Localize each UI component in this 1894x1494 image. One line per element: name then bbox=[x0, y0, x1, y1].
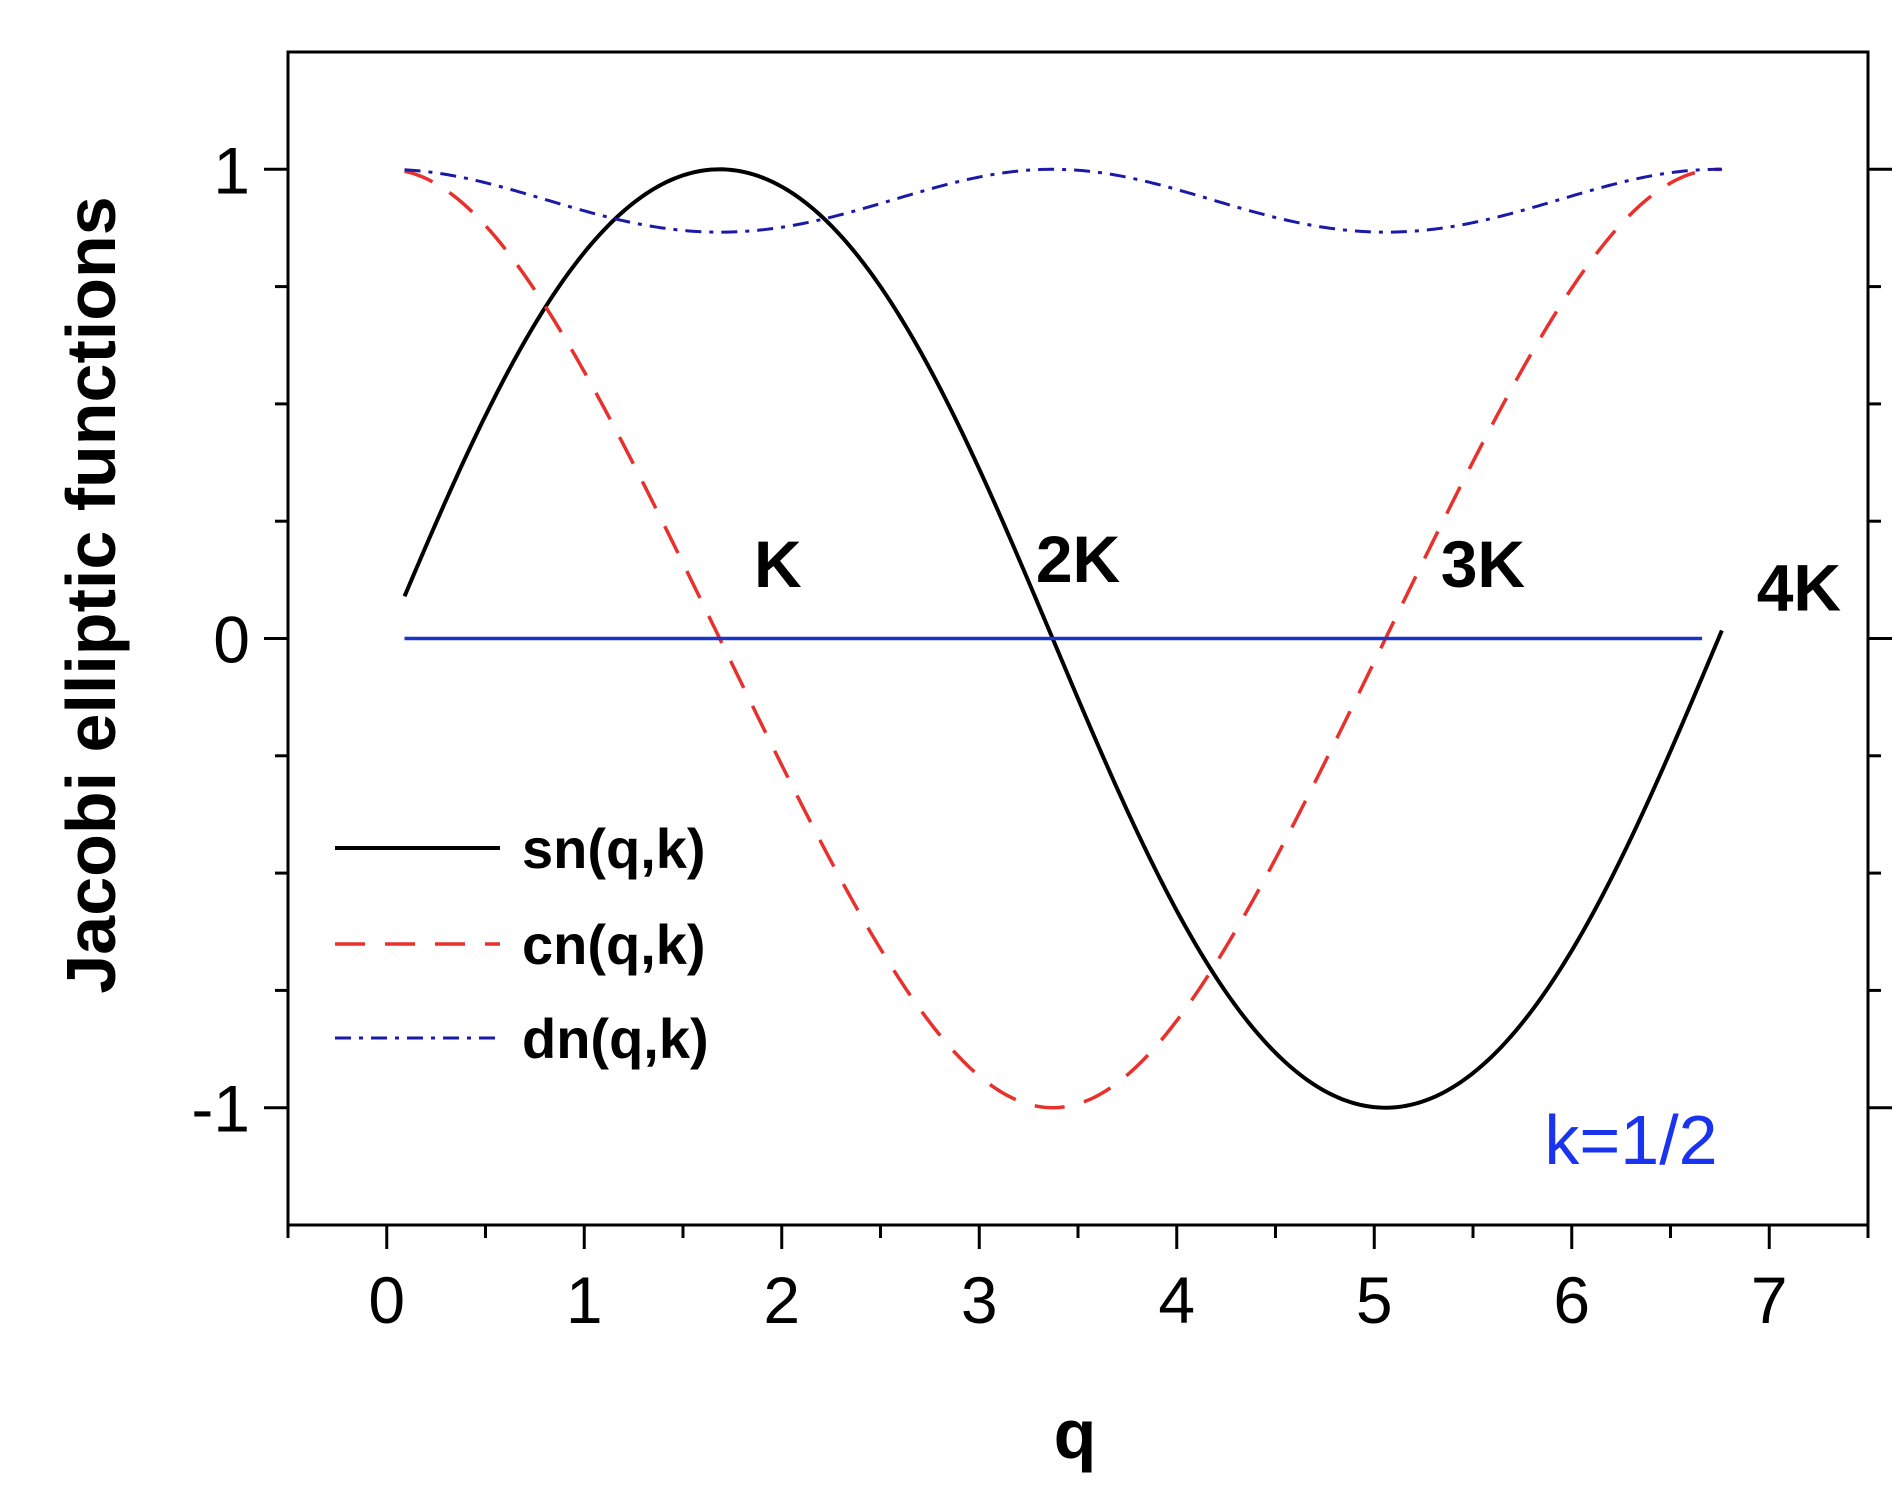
x-tick-label: 4 bbox=[1158, 1263, 1195, 1337]
axis-ticks: 0 1 2 3 4 5 6 7 -1 0 1 bbox=[191, 133, 1892, 1337]
annotation-layer: K 2K 3K 4K k=1/2 bbox=[754, 522, 1841, 1179]
x-tick-label: 0 bbox=[368, 1263, 405, 1337]
y-tick-label: -1 bbox=[191, 1072, 250, 1146]
series-layer bbox=[402, 167, 1724, 1110]
y-axis-title: Jacobi elliptic functions bbox=[52, 196, 130, 993]
x-axis-title: q bbox=[1054, 1395, 1097, 1473]
y-tick-label: 0 bbox=[213, 603, 250, 677]
period-label-4k: 4K bbox=[1757, 550, 1842, 624]
legend-label-cn: cn(q,k) bbox=[522, 913, 706, 976]
x-tick-label: 7 bbox=[1751, 1263, 1788, 1337]
period-label-k: K bbox=[754, 527, 802, 601]
legend-label-sn: sn(q,k) bbox=[522, 817, 706, 880]
x-tick-label: 3 bbox=[961, 1263, 998, 1337]
series-cn-line bbox=[404, 167, 1722, 1110]
parameter-label: k=1/2 bbox=[1544, 1101, 1717, 1179]
legend: sn(q,k) cn(q,k) dn(q,k) bbox=[335, 817, 709, 1070]
y-tick-label: 1 bbox=[213, 133, 250, 207]
legend-label-dn: dn(q,k) bbox=[522, 1007, 709, 1070]
series-dn-line bbox=[404, 167, 1722, 234]
x-tick-label: 1 bbox=[566, 1263, 603, 1337]
x-tick-label: 5 bbox=[1356, 1263, 1393, 1337]
x-tick-label: 6 bbox=[1553, 1263, 1590, 1337]
x-tick-label: 2 bbox=[763, 1263, 800, 1337]
period-label-2k: 2K bbox=[1036, 522, 1121, 596]
period-label-3k: 3K bbox=[1441, 527, 1526, 601]
series-sn-line bbox=[402, 167, 1724, 1110]
